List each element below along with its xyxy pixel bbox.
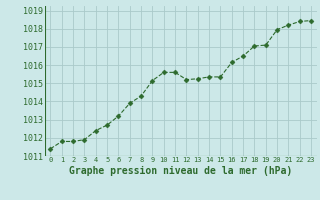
X-axis label: Graphe pression niveau de la mer (hPa): Graphe pression niveau de la mer (hPa)	[69, 166, 292, 176]
